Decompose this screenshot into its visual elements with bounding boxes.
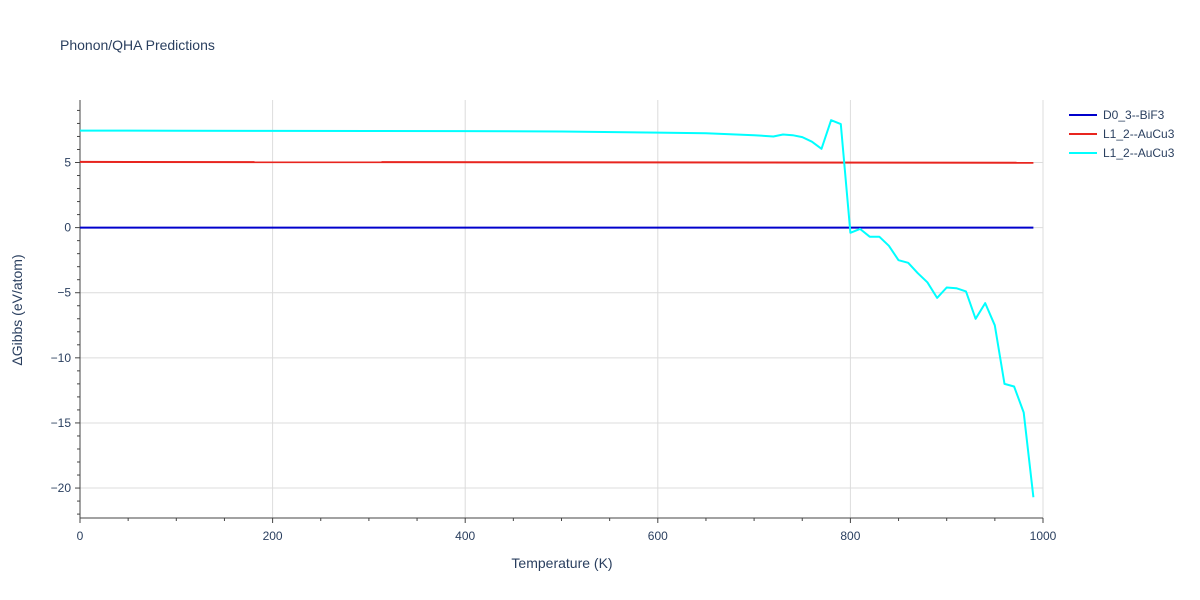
- y-tick-label: −5: [57, 286, 71, 300]
- legend-label-3: L1_2--AuCu3: [1103, 146, 1175, 160]
- series-line-2: [79, 160, 1034, 164]
- x-tick-label: 0: [77, 529, 84, 543]
- plot-area: [79, 119, 1035, 498]
- x-tick-label: 200: [263, 529, 283, 543]
- y-tick-label: 0: [64, 221, 71, 235]
- y-tick-label: −20: [51, 481, 72, 495]
- y-tick-label: −10: [51, 351, 72, 365]
- chart-title: Phonon/QHA Predictions: [60, 37, 215, 53]
- y-axis-title: ΔGibbs (eV/atom): [9, 254, 25, 365]
- y-tick-label: −15: [51, 416, 72, 430]
- x-tick-label: 400: [455, 529, 475, 543]
- tick-labels: 0 200 400 600 800 1000 −20 −15 −10 −5 0 5: [51, 156, 1057, 543]
- legend-label-1: D0_3--BiF3: [1103, 108, 1165, 122]
- axes: [75, 100, 1044, 523]
- legend: D0_3--BiF3 L1_2--AuCu3 L1_2--AuCu3: [1069, 108, 1175, 160]
- legend-label-2: L1_2--AuCu3: [1103, 127, 1175, 141]
- x-axis-title: Temperature (K): [511, 555, 612, 571]
- x-tick-label: 600: [648, 529, 668, 543]
- y-tick-label: 5: [64, 156, 71, 170]
- x-tick-label: 800: [840, 529, 860, 543]
- series-line-3: [79, 119, 1035, 498]
- x-tick-label: 1000: [1030, 529, 1057, 543]
